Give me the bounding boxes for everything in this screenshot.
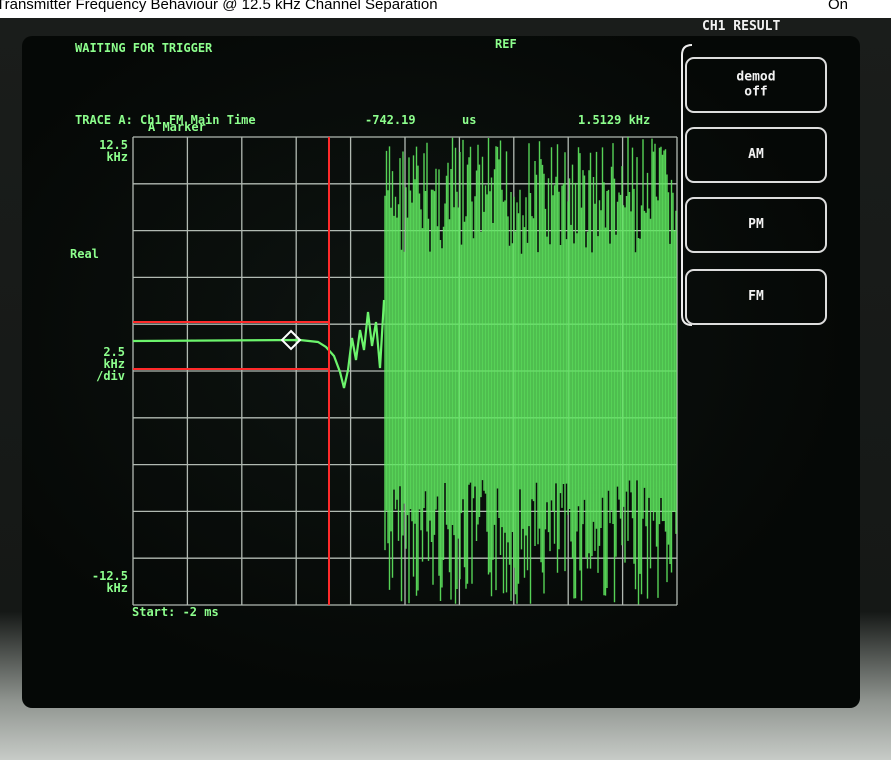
softkey-title: CH1 RESULT	[702, 19, 780, 34]
caption: Transmitter Frequency Behaviour @ 12.5 k…	[0, 0, 891, 18]
y-bottom-unit: kHz	[106, 581, 128, 595]
bracket	[681, 44, 693, 326]
softkey-label: PM	[748, 217, 764, 232]
display: WAITING FOR TRIGGER REF TRACE A: Ch1 FM …	[70, 19, 827, 619]
softkey[interactable]	[685, 197, 827, 253]
y-mode: Real	[70, 247, 99, 261]
softkey[interactable]	[685, 127, 827, 183]
scale-per: /div	[96, 369, 125, 383]
marker-time-unit: us	[462, 113, 476, 127]
trace-label: TRACE A: Ch1 FM Main Time	[75, 113, 256, 127]
y-top-unit: kHz	[106, 150, 128, 164]
scale: 2.5	[103, 345, 125, 359]
scale-unit: kHz	[103, 357, 125, 371]
softkey[interactable]	[685, 269, 827, 325]
y-bottom: -12.5	[92, 569, 128, 583]
softkey[interactable]	[685, 57, 827, 113]
marker-time: -742.19	[365, 113, 416, 127]
status: WAITING FOR TRIGGER	[75, 41, 213, 55]
marker-value: 1.5129 kHz	[578, 113, 650, 127]
ref: REF	[495, 37, 517, 51]
marker-label: A Marker	[148, 120, 206, 134]
noise-trace	[384, 137, 677, 605]
softkey-label: AM	[748, 147, 764, 162]
start: Start: -2 ms	[132, 605, 219, 619]
softkey-label: demod	[736, 70, 775, 85]
marker	[280, 329, 302, 351]
caption-status: On	[828, 0, 849, 13]
trace	[132, 299, 386, 389]
y-top: 12.5	[99, 138, 128, 152]
caption-title: Transmitter Frequency Behaviour @ 12.5 k…	[0, 0, 438, 13]
softkey-label: off	[744, 85, 767, 100]
softkey-label: FM	[748, 289, 764, 304]
